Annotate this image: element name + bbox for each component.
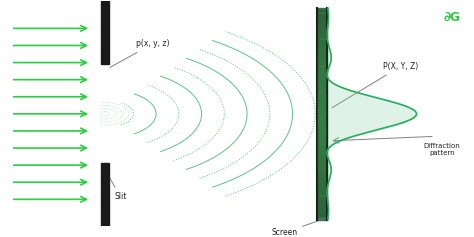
Text: P(X, Y, Z): P(X, Y, Z) (332, 62, 419, 108)
Bar (101, 1, 109, 64)
Text: Screen: Screen (271, 220, 319, 237)
Bar (317, 8, 327, 219)
Text: Diffraction
pattern: Diffraction pattern (424, 143, 460, 156)
Text: Slit: Slit (107, 173, 127, 201)
Bar (101, 163, 109, 226)
Text: p(x, y, z): p(x, y, z) (110, 39, 169, 68)
Text: ∂G: ∂G (444, 10, 461, 23)
